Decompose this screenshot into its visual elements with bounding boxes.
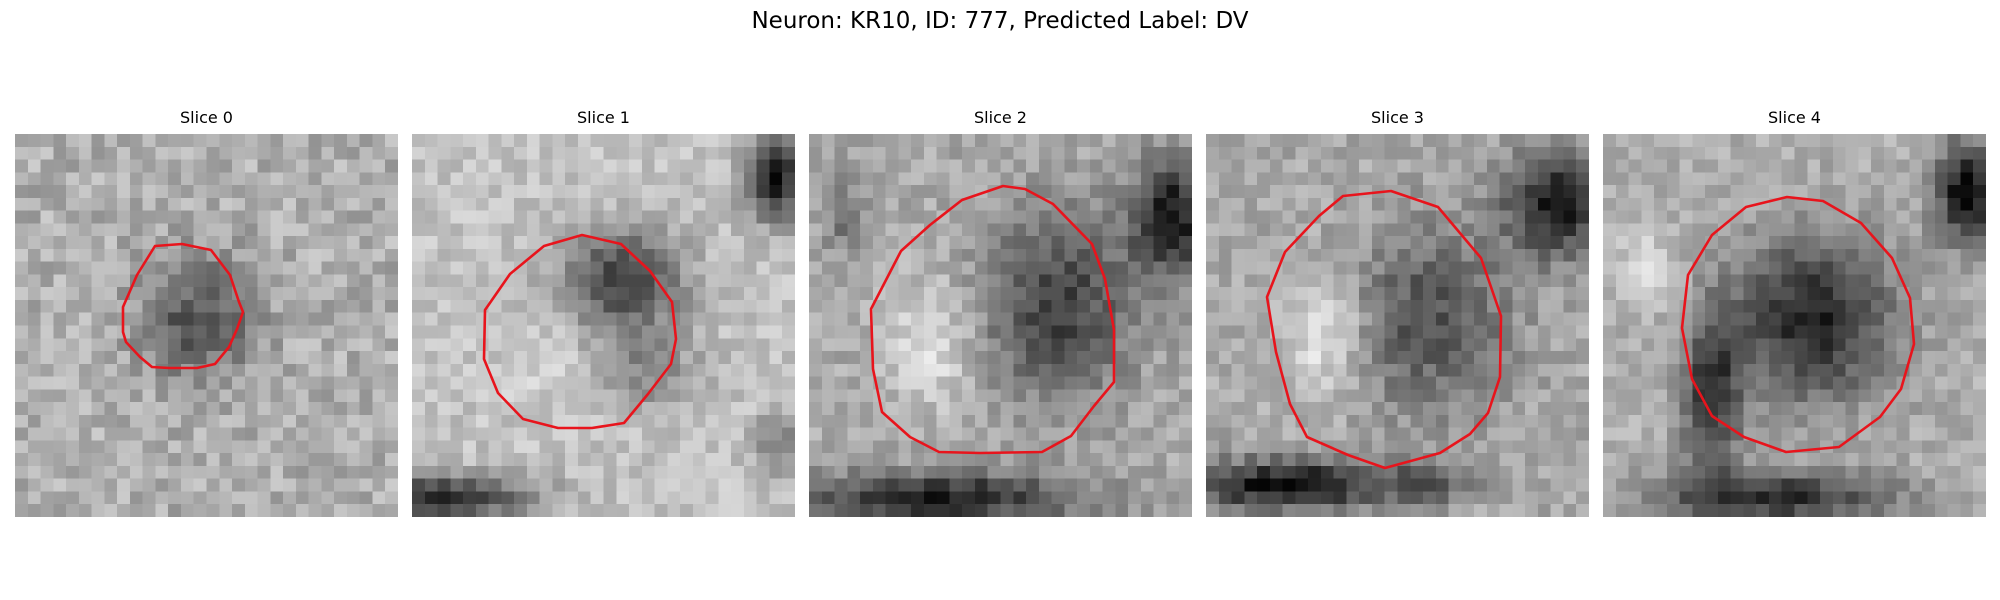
slice-title: Slice 2 [974,108,1027,127]
cell-contour [1265,189,1503,470]
figure-title: Neuron: KR10, ID: 777, Predicted Label: … [751,8,1249,34]
slice-panel-4: Slice 4 [1603,108,1986,517]
slice-image [412,134,795,517]
slice-image [1603,134,1986,517]
cell-contour [482,233,678,430]
contour-overlay [121,242,245,370]
contour-overlay [1680,195,1916,454]
cell-contour [1680,195,1916,454]
grayscale-image [15,134,398,517]
slice-panel-3: Slice 3 [1206,108,1589,517]
slice-title: Slice 0 [180,108,233,127]
contour-overlay [1265,189,1503,470]
slice-image [809,134,1192,517]
cell-contour [869,184,1116,455]
contour-overlay [869,184,1116,455]
cell-contour [121,242,245,370]
slice-panel-0: Slice 0 [15,108,398,517]
grayscale-image [412,134,795,517]
contour-overlay [482,233,678,430]
slice-image [15,134,398,517]
slice-title: Slice 4 [1768,108,1821,127]
slice-title: Slice 1 [577,108,630,127]
grayscale-image [1206,134,1589,517]
slice-image [1206,134,1589,517]
slice-panel-1: Slice 1 [412,108,795,517]
slice-panel-2: Slice 2 [809,108,1192,517]
slice-title: Slice 3 [1371,108,1424,127]
